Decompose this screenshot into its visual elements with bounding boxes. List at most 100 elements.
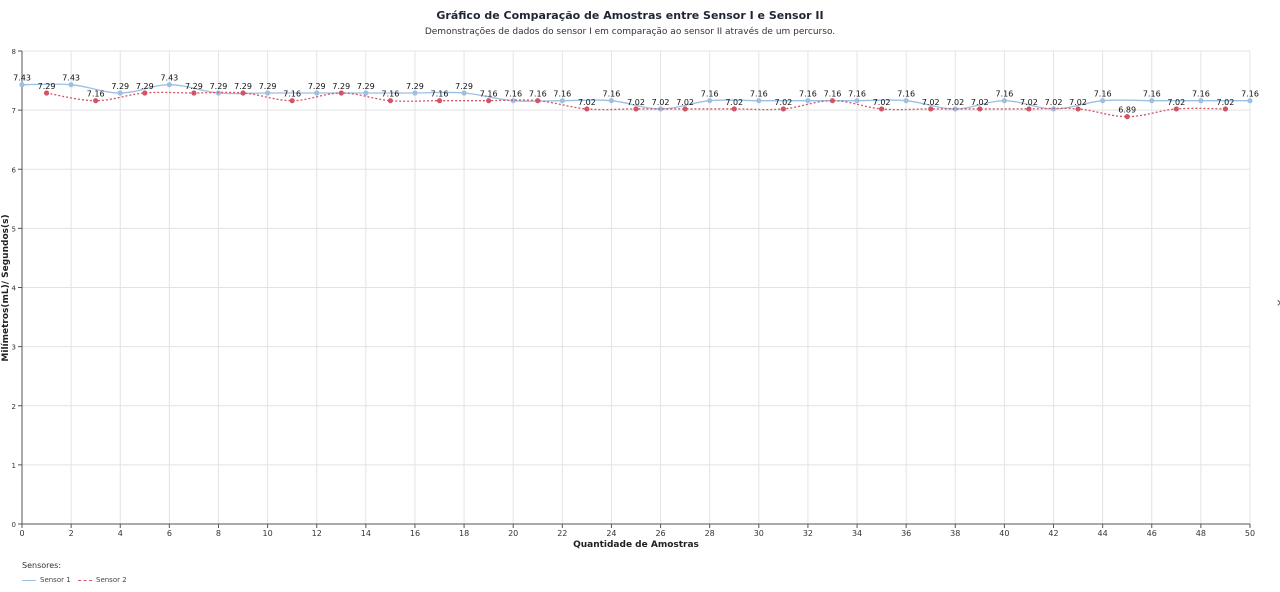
x-tick-label: 10: [263, 529, 273, 538]
x-tick-label: 14: [361, 529, 371, 538]
legend-swatch-sensor-1: [22, 579, 36, 581]
data-point-sensor-1: [805, 98, 811, 104]
data-label-sensor-2: 7.02: [627, 98, 645, 107]
data-point-sensor-1: [19, 82, 25, 88]
data-label-sensor-2: 7.02: [873, 98, 891, 107]
data-labels: 7.43 7.43 7.29 7.43 7.29 7.29 7.29 7.29 7.29 7.29…: [13, 74, 1259, 115]
data-label-sensor-1: 7.29: [210, 82, 228, 91]
y-tick-label: 8: [12, 48, 16, 56]
axes: 0 2 4 6 8 10 12 14 16 18 20 22 24 26 28 30 32 34 36 38 40 42 4…: [12, 48, 1256, 538]
data-label-sensor-2: 7.02: [774, 98, 792, 107]
data-label-sensor-2: 7.29: [136, 82, 154, 91]
data-label-sensor-1: 7.29: [111, 82, 129, 91]
data-point-sensor-1: [510, 98, 516, 104]
data-label-sensor-1: 7.16: [848, 90, 866, 99]
data-point-sensor-2: [584, 106, 590, 112]
data-label-sensor-2: 7.02: [1020, 98, 1038, 107]
x-tick-label: 34: [852, 529, 862, 538]
x-tick-label: 46: [1147, 529, 1157, 538]
data-point-sensor-2: [289, 98, 295, 104]
y-axis-label: Milímetros(mL)/ Segundos(s): [1, 214, 11, 361]
data-label-sensor-2: 7.16: [381, 90, 399, 99]
data-label-sensor-2: 7.02: [1217, 98, 1235, 107]
data-label-sensor-2: 7.02: [725, 98, 743, 107]
data-label-sensor-1: 7.43: [62, 74, 80, 83]
data-label-sensor-1: 7.16: [701, 90, 719, 99]
data-label-sensor-2: 7.02: [922, 98, 940, 107]
next-arrow-icon[interactable]: ›: [1276, 296, 1280, 310]
data-point-sensor-1: [1247, 98, 1253, 104]
chart-title: Gráfico de Comparação de Amostras entre …: [436, 9, 824, 22]
data-point-sensor-2: [93, 98, 99, 104]
x-tick-label: 8: [216, 529, 221, 538]
data-point-sensor-2: [436, 98, 443, 104]
x-tick-label: 32: [803, 529, 813, 538]
data-label-sensor-1: 7.29: [308, 82, 326, 91]
x-tick-label: 2: [69, 529, 74, 538]
data-label-sensor-2: 7.02: [1167, 98, 1185, 107]
data-point-sensor-2: [1075, 106, 1081, 112]
data-point-sensor-2: [829, 98, 836, 104]
x-tick-label: 38: [950, 529, 960, 538]
x-tick-label: 28: [705, 529, 715, 538]
data-label-sensor-1: 7.16: [897, 90, 915, 99]
data-label-sensor-1: 7.16: [750, 90, 768, 99]
data-label-sensor-1: 7.43: [160, 74, 178, 83]
data-point-sensor-2: [780, 106, 786, 112]
x-tick-label: 36: [901, 529, 911, 538]
data-label-sensor-1: 7.16: [1192, 90, 1210, 99]
data-label-sensor-1: 7.16: [553, 90, 571, 99]
x-tick-label: 4: [118, 529, 123, 538]
x-tick-label: 42: [1048, 529, 1058, 538]
data-point-sensor-1: [363, 90, 369, 96]
data-point-sensor-2: [240, 90, 246, 96]
data-label-sensor-1: 7.29: [455, 82, 473, 91]
data-point-sensor-1: [1100, 98, 1106, 104]
data-point-sensor-1: [412, 90, 418, 96]
legend-label-sensor-2: Sensor 2: [96, 576, 127, 584]
x-axis-label: Quantidade de Amostras: [573, 540, 699, 550]
x-tick-label: 6: [167, 529, 172, 538]
data-point-sensor-2: [879, 106, 885, 112]
data-point-sensor-2: [535, 98, 541, 104]
grid: [21, 50, 1251, 525]
data-point-sensor-1: [854, 98, 860, 104]
data-point-sensor-2: [142, 90, 148, 96]
y-tick-label: 3: [12, 344, 16, 352]
data-label-sensor-1: 7.43: [13, 74, 31, 83]
data-point-sensor-1: [1001, 98, 1008, 104]
data-label-sensor-2: 7.16: [480, 90, 498, 99]
legend-item-sensor-1[interactable]: Sensor 1: [22, 576, 71, 584]
data-label-sensor-2: 7.02: [676, 98, 694, 107]
y-tick-label: 0: [12, 521, 16, 529]
data-label-sensor-1: 7.29: [357, 82, 375, 91]
data-point-sensor-2: [43, 90, 50, 96]
x-tick-label: 24: [606, 529, 616, 538]
data-label-sensor-2: 7.29: [234, 82, 252, 91]
y-tick-label: 6: [12, 166, 17, 174]
x-tick-label: 48: [1196, 529, 1206, 538]
data-label-sensor-1: 7.02: [1045, 98, 1063, 107]
data-label-sensor-2: 7.02: [578, 98, 596, 107]
data-point-sensor-1: [265, 90, 271, 96]
data-point-sensor-1: [68, 82, 74, 88]
data-label-sensor-2: 7.02: [1069, 98, 1087, 107]
legend-label-sensor-1: Sensor 1: [40, 576, 71, 584]
y-tick-label: 2: [12, 403, 16, 411]
x-tick-label: 12: [312, 529, 322, 538]
data-point-sensor-2: [338, 90, 344, 96]
legend-item-sensor-2[interactable]: Sensor 2: [78, 576, 127, 584]
data-label-sensor-2: 7.29: [38, 82, 56, 91]
x-tick-label: 50: [1245, 529, 1255, 538]
x-tick-label: 30: [754, 529, 764, 538]
x-tick-label: 40: [999, 529, 1009, 538]
x-tick-label: 26: [655, 529, 665, 538]
y-tick-label: 5: [12, 225, 16, 233]
x-tick-label: 20: [508, 529, 518, 538]
data-label-sensor-2: 7.16: [431, 90, 449, 99]
data-point-sensor-2: [1173, 106, 1179, 112]
data-point-sensor-2: [486, 98, 492, 104]
x-tick-label: 18: [459, 529, 469, 538]
x-tick-label: 0: [19, 529, 24, 538]
